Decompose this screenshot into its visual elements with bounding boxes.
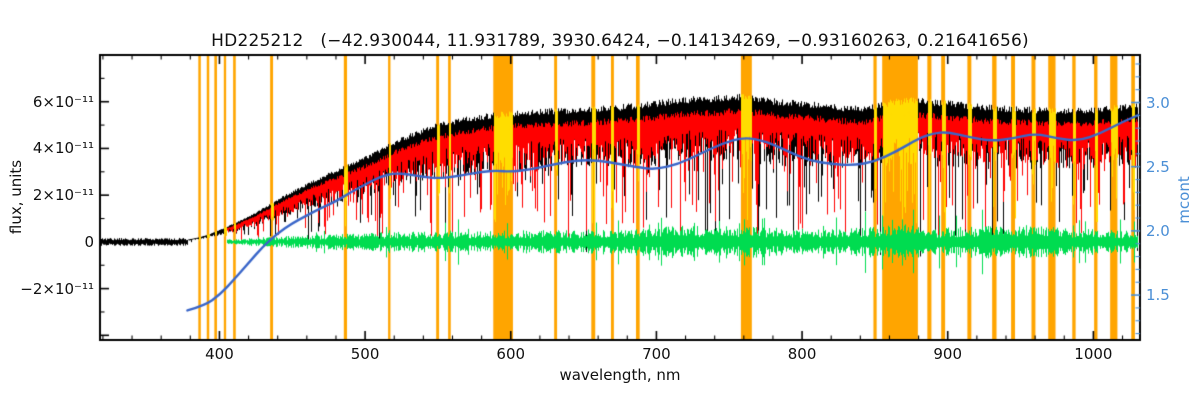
y-tick-label-left: −2×10⁻¹¹ (20, 279, 94, 298)
y-tick-label-left: 0 (84, 232, 94, 251)
x-tick-label: 700 (642, 345, 671, 363)
y-tick-label-right: 2.5 (1146, 157, 1170, 176)
x-tick-label: 500 (350, 345, 380, 363)
plot-title: HD225212 (−42.930044, 11.931789, 3930.64… (211, 31, 1029, 51)
x-tick-label: 900 (933, 345, 963, 363)
x-tick-label: 400 (205, 345, 234, 363)
y-tick-label-right: 3.0 (1146, 93, 1170, 112)
y-tick-label-right: 2.0 (1146, 221, 1170, 240)
y-tick-label-left: 6×10⁻¹¹ (32, 92, 94, 111)
x-tick-label: 600 (496, 345, 526, 363)
y-tick-label-left: 2×10⁻¹¹ (32, 186, 94, 205)
x-axis-label: wavelength, nm (559, 366, 681, 384)
x-tick-label: 1000 (1074, 345, 1113, 363)
y-tick-label-right: 1.5 (1146, 286, 1170, 305)
y-tick-label-left: 4×10⁻¹¹ (32, 139, 94, 158)
x-tick-label: 800 (787, 345, 817, 363)
y-axis-label-right: mcont (1175, 176, 1193, 224)
